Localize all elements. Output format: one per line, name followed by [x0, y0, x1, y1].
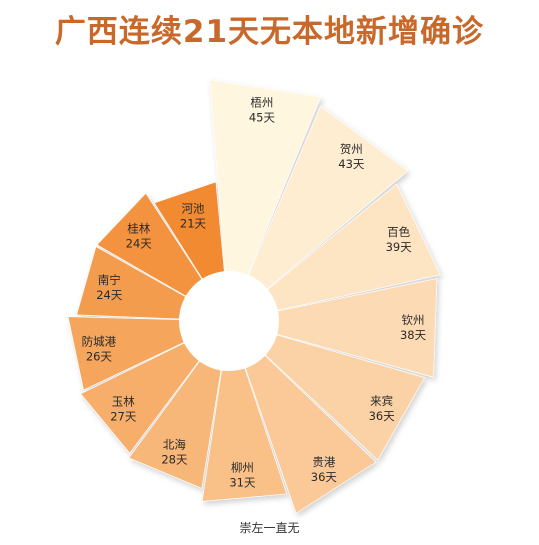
segment-label-name: 河池 — [181, 201, 204, 215]
segment-label-name: 百色 — [387, 225, 410, 239]
center-hole — [179, 271, 279, 371]
segment-label-value: 45天 — [249, 111, 276, 125]
footnote: 崇左一直无 — [239, 521, 300, 535]
segment-label-name: 防城港 — [82, 334, 117, 348]
segment-label-value: 24天 — [96, 288, 123, 302]
segment-label-name: 贵港 — [312, 455, 335, 469]
segment-label-value: 38天 — [400, 328, 427, 342]
labels: 梧州45天贺州43天百色39天钦州38天来宾36天贵港36天柳州31天北海28天… — [82, 96, 427, 490]
segment-label-name: 梧州 — [250, 96, 273, 110]
segment-label-name: 北海 — [163, 438, 186, 452]
segment-label-value: 36天 — [369, 409, 396, 423]
segment-label-value: 27天 — [110, 409, 137, 423]
segment-label-value: 31天 — [229, 476, 256, 490]
segment-label-value: 36天 — [311, 470, 338, 484]
segment-label-value: 21天 — [180, 216, 207, 230]
segment-label-value: 26天 — [86, 349, 113, 363]
segment-label-name: 钦州 — [402, 313, 425, 327]
segment-label-value: 28天 — [161, 453, 188, 467]
segment-label-name: 柳州 — [231, 461, 254, 475]
segment-label-name: 玉林 — [112, 394, 135, 408]
segment-label-name: 桂林 — [127, 221, 150, 235]
segment-label-value: 39天 — [386, 240, 413, 254]
segment-label-name: 贺州 — [340, 142, 363, 156]
segment-label-name: 来宾 — [370, 394, 393, 408]
page-title: 广西连续21天无本地新增确诊 — [54, 14, 485, 50]
segment-label-value: 24天 — [126, 236, 153, 250]
segment-label-value: 43天 — [338, 157, 365, 171]
segment-label-name: 南宁 — [98, 273, 121, 287]
